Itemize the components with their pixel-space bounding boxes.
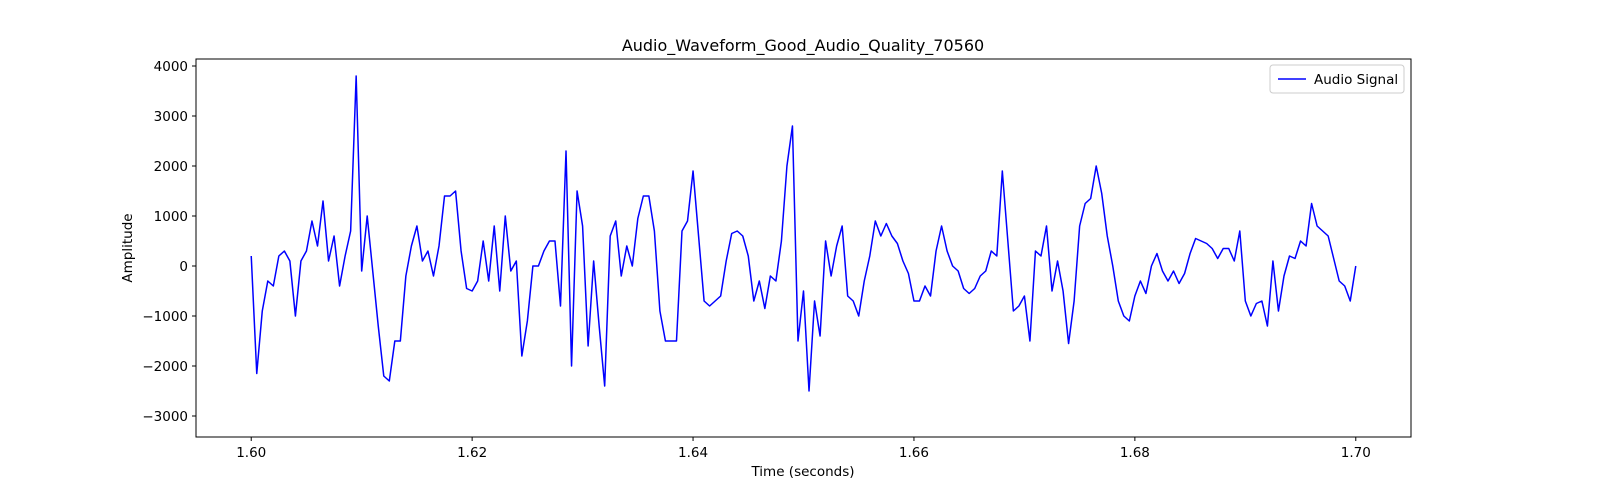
y-axis-label: Amplitude: [120, 213, 136, 282]
y-tick-label: 0: [179, 259, 188, 275]
y-tick-label: 3000: [154, 109, 188, 125]
x-tick-label: 1.64: [678, 445, 708, 461]
x-tick-label: 1.60: [236, 445, 266, 461]
line-series: [250, 75, 1357, 392]
x-axis-label: Time (seconds): [750, 464, 854, 480]
plot-frame: [195, 58, 1412, 438]
legend-label: Audio Signal: [1314, 72, 1398, 88]
chart-title: Audio_Waveform_Good_Audio_Quality_70560: [622, 36, 984, 56]
y-tick-label: 2000: [154, 159, 188, 175]
y-tick-label: −3000: [142, 409, 188, 425]
x-tick-label: 1.70: [1341, 445, 1371, 461]
y-tick-label: 4000: [154, 59, 188, 75]
legend-box: [1269, 64, 1405, 94]
y-tick-label: −2000: [142, 359, 188, 375]
y-tick-label: −1000: [142, 309, 188, 325]
y-tick-label: 1000: [154, 209, 188, 225]
x-tick-label: 1.68: [1120, 445, 1150, 461]
x-tick-label: 1.62: [457, 445, 487, 461]
x-tick-label: 1.66: [899, 445, 929, 461]
